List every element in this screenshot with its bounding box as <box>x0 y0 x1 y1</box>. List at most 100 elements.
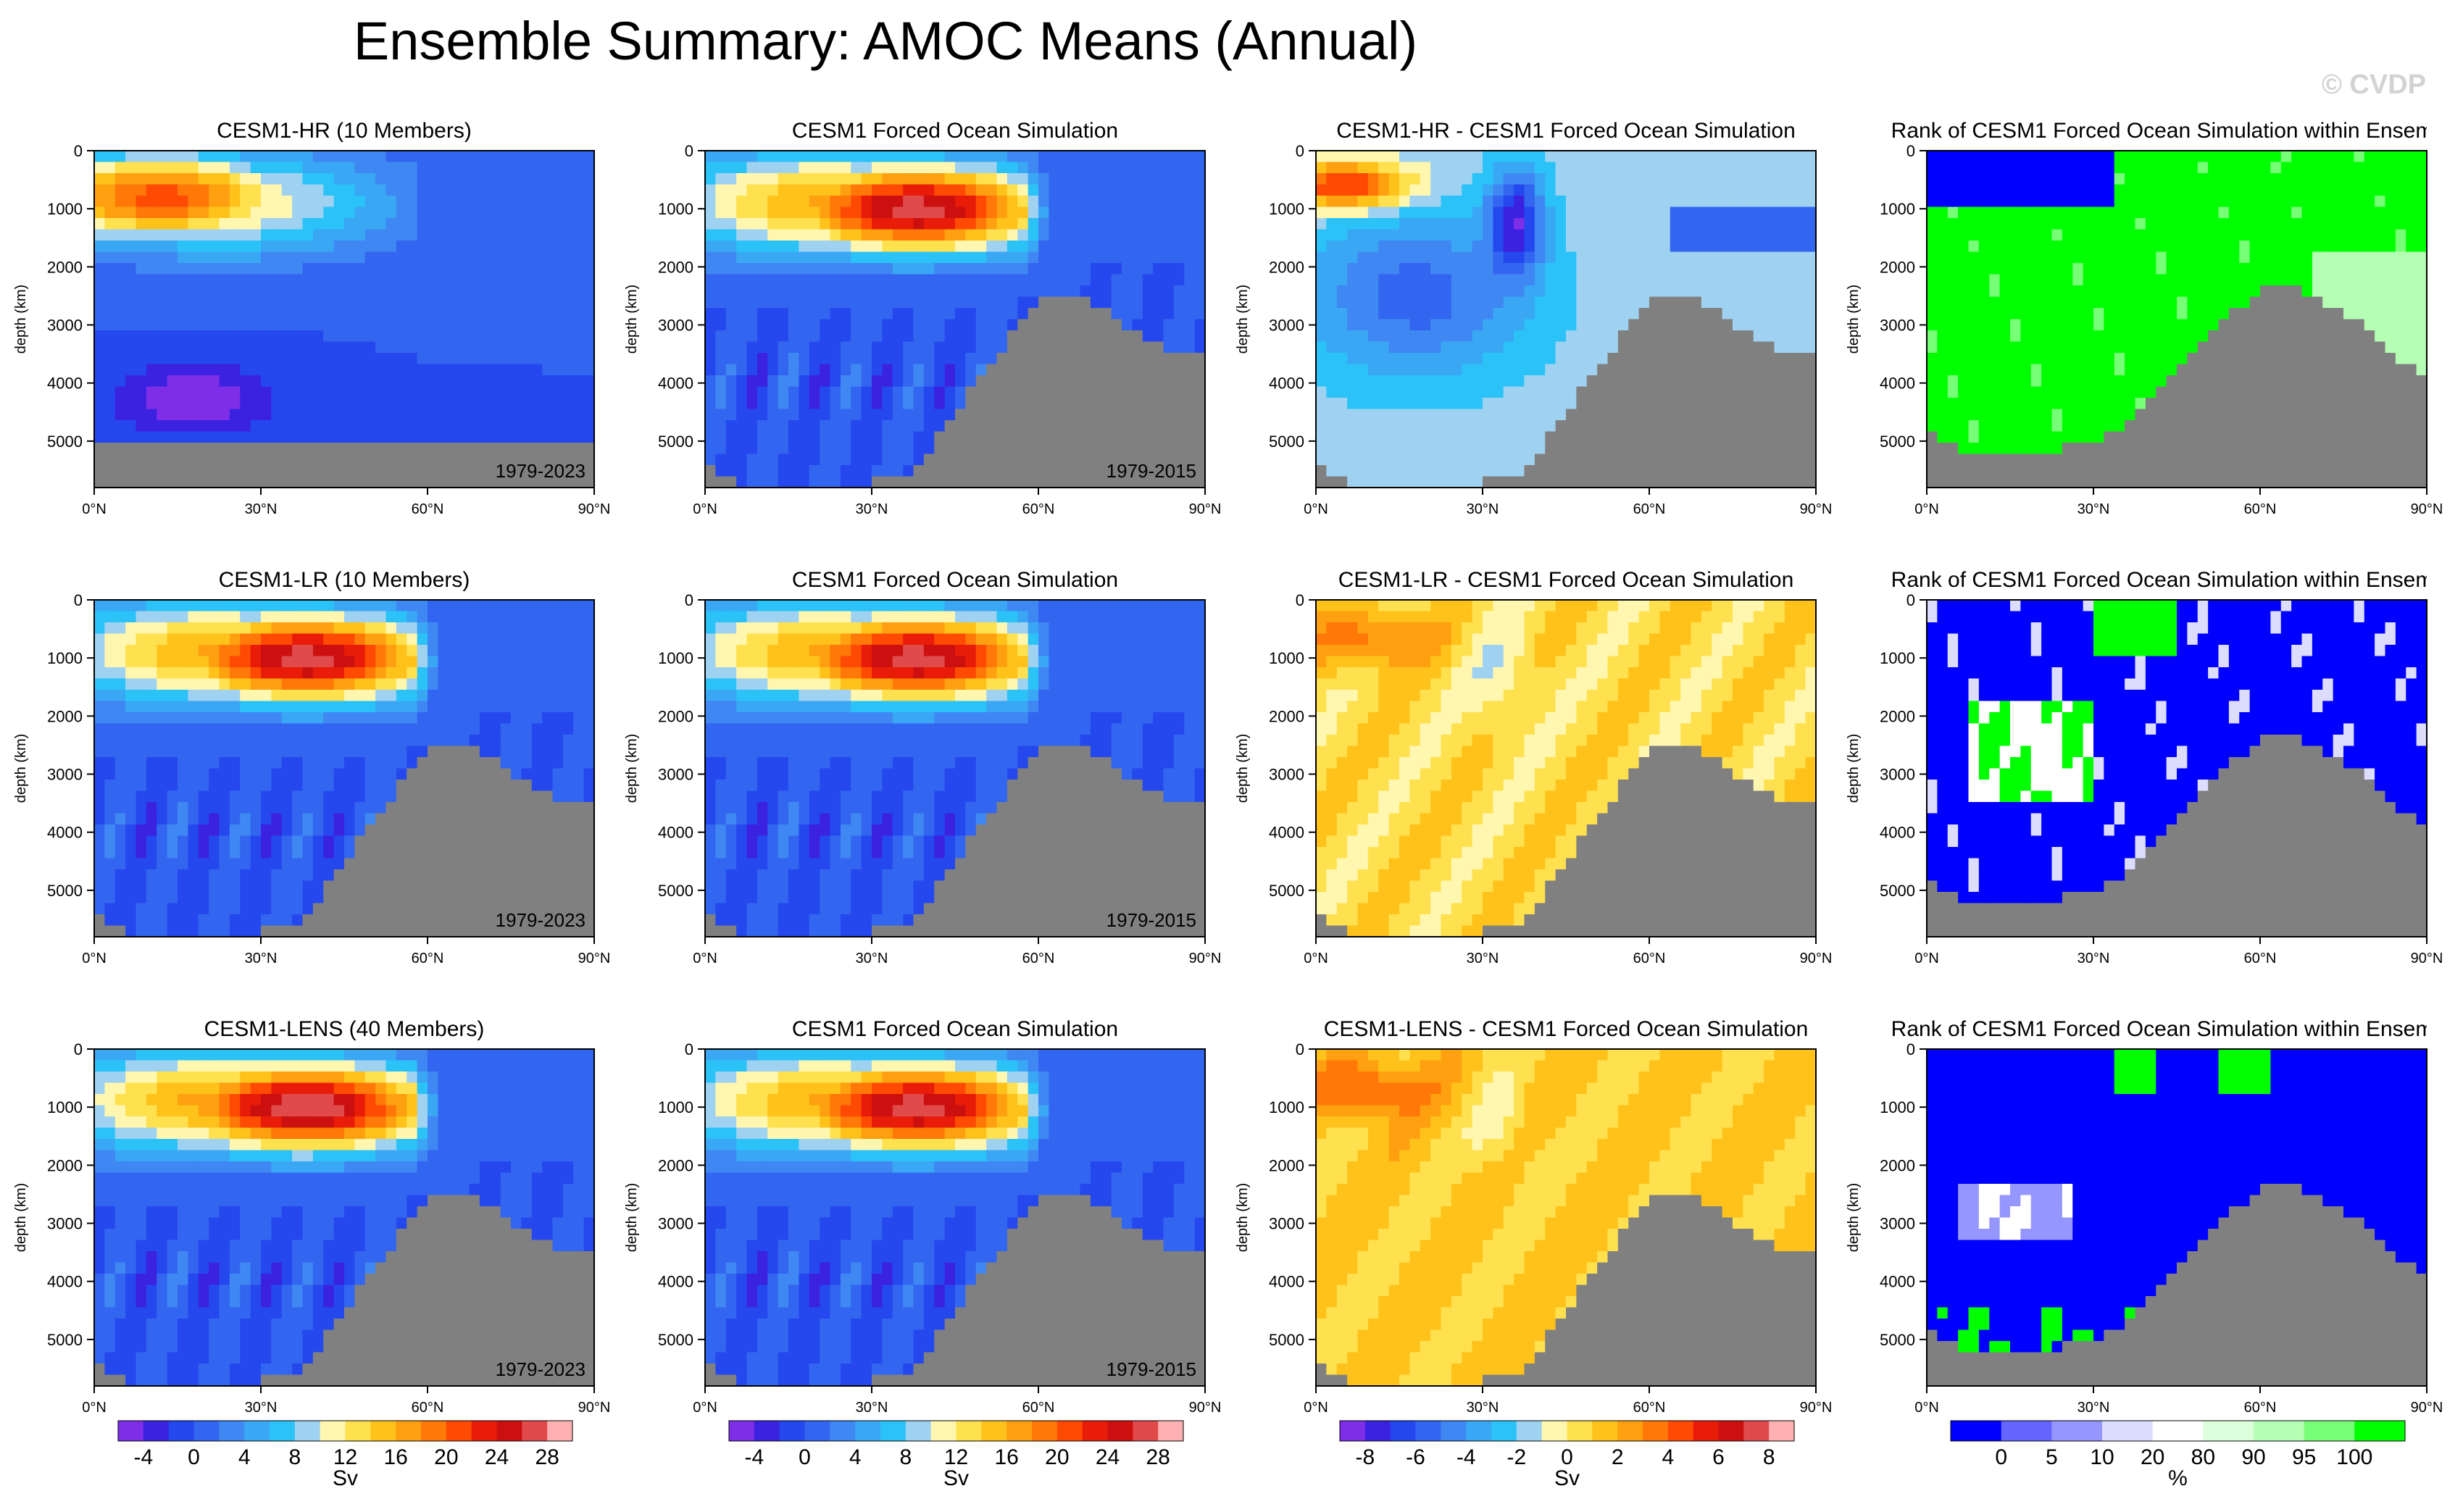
heat-cell <box>542 241 554 253</box>
heat-cell <box>757 308 768 320</box>
heat-cell <box>1017 151 1029 163</box>
heat-cell <box>1733 206 1743 219</box>
heat-cell <box>1430 206 1442 219</box>
heat-cell <box>767 196 779 208</box>
heat-cell <box>1805 296 1817 309</box>
y-tick-label: 1000 <box>47 200 83 218</box>
heat-cell <box>1947 431 1959 443</box>
heat-cell <box>1680 218 1692 230</box>
heat-cell <box>1493 162 1504 174</box>
heat-cell <box>1628 476 1640 488</box>
heat-cell <box>1805 241 1817 253</box>
heat-cell <box>996 353 1008 365</box>
heat-cell <box>500 375 512 388</box>
heat-cell <box>1007 241 1018 253</box>
heat-cell <box>428 330 438 343</box>
heat-cell <box>271 353 283 365</box>
heat-cell <box>500 162 512 174</box>
heat-cell <box>146 206 157 219</box>
heat-cell <box>767 353 779 365</box>
heat-cell <box>1566 173 1577 185</box>
heat-cell <box>1555 285 1567 298</box>
heat-cell <box>1378 263 1390 275</box>
heat-cell <box>1774 274 1785 286</box>
heat-cell <box>1184 330 1196 343</box>
heat-cell <box>1326 184 1338 196</box>
heat-cell <box>788 173 799 185</box>
heat-cell <box>2104 330 2115 343</box>
heat-cell <box>438 476 449 488</box>
heat-cell <box>281 420 293 433</box>
heat-cell <box>323 206 335 219</box>
heat-cell <box>1659 375 1671 388</box>
heat-cell <box>799 476 810 488</box>
heat-cell <box>1493 386 1504 398</box>
heat-cell <box>240 173 251 185</box>
heat-cell <box>1347 229 1359 241</box>
heat-cell <box>1028 420 1039 433</box>
heat-cell <box>1357 375 1369 388</box>
heat-cell <box>892 241 904 253</box>
heat-cell <box>438 330 449 343</box>
heat-cell <box>344 274 355 286</box>
heat-cell <box>219 375 230 388</box>
heat-cell <box>479 173 491 185</box>
heat-cell <box>1753 364 1764 376</box>
heat-cell <box>1524 454 1535 466</box>
heat-cell <box>892 206 904 219</box>
heat-cell <box>1122 285 1133 298</box>
heat-cell <box>1184 409 1196 421</box>
heat-cell <box>975 296 987 309</box>
heat-cell <box>1597 420 1609 433</box>
heat-cell <box>1968 431 1980 443</box>
heat-cell <box>312 431 324 443</box>
heat-cell <box>1194 263 1206 275</box>
heat-cell <box>490 330 501 343</box>
heat-cell <box>136 308 147 320</box>
heat-cell <box>1028 263 1039 275</box>
heat-cell <box>407 296 418 309</box>
heat-cell <box>1347 218 1359 230</box>
heat-cell <box>1493 196 1504 208</box>
heat-cell <box>1090 465 1101 477</box>
heat-cell <box>799 420 810 433</box>
heat-cell <box>1586 162 1598 174</box>
heat-cell <box>788 296 799 309</box>
heat-cell <box>872 196 883 208</box>
heat-cell <box>396 285 407 298</box>
heat-cell <box>840 364 851 376</box>
heat-cell <box>2041 386 2053 398</box>
heat-cell <box>1999 364 2011 376</box>
heat-cell <box>417 206 428 219</box>
heat-cell <box>1101 353 1112 365</box>
heat-cell <box>219 184 230 196</box>
heat-cell <box>198 184 209 196</box>
heat-cell <box>1999 285 2011 298</box>
heat-cell <box>767 184 779 196</box>
heat-cell <box>407 364 418 376</box>
heat-cell <box>736 218 748 230</box>
heat-cell <box>1080 330 1091 343</box>
heat-cell <box>2125 330 2136 343</box>
heat-cell <box>1670 465 1681 477</box>
heat-cell <box>1462 218 1473 230</box>
heat-cell <box>861 465 872 477</box>
heat-cell <box>1764 229 1775 241</box>
heat-cell <box>323 263 335 275</box>
heat-cell <box>302 409 314 421</box>
heat-cell <box>830 218 841 230</box>
heat-cell <box>281 443 293 455</box>
heat-cell <box>511 218 522 230</box>
heat-cell <box>1712 263 1723 275</box>
heat-cell <box>1586 386 1598 398</box>
heat-cell <box>1070 454 1081 466</box>
heat-cell <box>778 476 789 488</box>
heat-cell <box>1451 285 1462 298</box>
heat-cell <box>552 353 564 365</box>
heat-cell <box>250 431 262 443</box>
heat-cell <box>1753 251 1764 264</box>
heat-cell <box>1142 173 1154 185</box>
heat-cell <box>975 398 987 410</box>
heat-cell <box>209 341 220 354</box>
heat-cell <box>1038 341 1049 354</box>
